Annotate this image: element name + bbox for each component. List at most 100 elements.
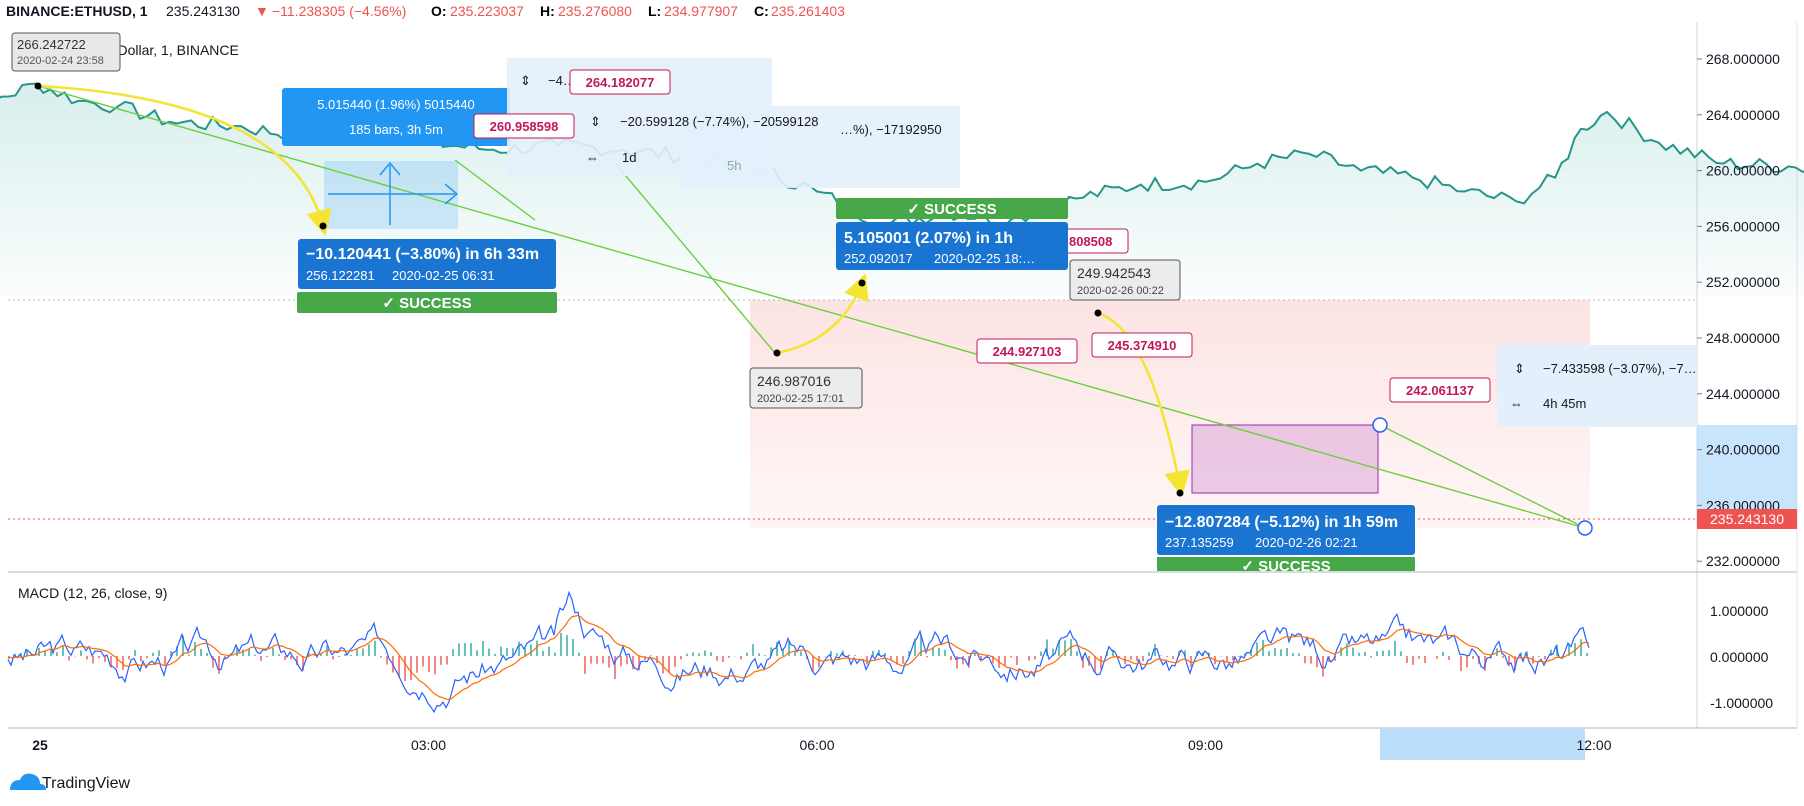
peak-tag: 260.958598 — [473, 113, 575, 139]
anchor-handle[interactable] — [1372, 417, 1388, 433]
last-price: 235.243130 — [166, 3, 240, 19]
svg-text:234.977907: 234.977907 — [664, 3, 738, 19]
time-tick: 03:00 — [411, 737, 446, 753]
svg-text:245.374910: 245.374910 — [1108, 338, 1177, 353]
svg-text:246.987016: 246.987016 — [757, 373, 831, 389]
drop2-label: −12.807284 (−5.12%) in 1h 59m 237.135259… — [1157, 505, 1415, 575]
svg-text:✓ SUCCESS: ✓ SUCCESS — [1241, 558, 1330, 575]
reference-lines — [8, 299, 1697, 520]
svg-text:252.092017: 252.092017 — [844, 251, 913, 266]
price-tick: 240.000000 — [1706, 442, 1780, 458]
svg-text:TradingView: TradingView — [42, 775, 130, 792]
price-tick: 232.000000 — [1706, 553, 1780, 569]
trend-line-3 — [1379, 424, 1586, 529]
price-tick: 244.000000 — [1706, 386, 1780, 402]
svg-text:✓ SUCCESS: ✓ SUCCESS — [382, 295, 471, 312]
svg-text:-1.000000: -1.000000 — [1710, 695, 1773, 711]
svg-text:⇔: ⇔ — [1510, 396, 1523, 411]
anchor-handle[interactable] — [1577, 520, 1593, 536]
svg-text:235.223037: 235.223037 — [450, 3, 524, 19]
svg-text:…%), −17192950: …%), −17192950 — [840, 122, 942, 137]
rise1-label: ✓ SUCCESS 5.105001 (2.07%) in 1h 252.092… — [836, 198, 1068, 270]
blue-range-box — [324, 161, 458, 229]
svg-text:4h 45m: 4h 45m — [1543, 396, 1586, 411]
svg-text:242.061137: 242.061137 — [1406, 383, 1474, 398]
svg-text:2020-02-25 06:31: 2020-02-25 06:31 — [392, 268, 495, 283]
macd-series — [7, 590, 1590, 714]
svg-text:185 bars, 3h 5m: 185 bars, 3h 5m — [349, 122, 443, 137]
measure-box-2: ⇕ −7.433598 (−3.07%), −7… ⇔ 4h 45m — [1497, 345, 1697, 427]
svg-text:249.942543: 249.942543 — [1077, 265, 1151, 281]
svg-text:260.958598: 260.958598 — [490, 119, 559, 134]
svg-text:1.000000: 1.000000 — [1710, 603, 1769, 619]
range-box-label: 5.015440 (1.96%) 5015440 185 bars, 3h 5m — [282, 88, 510, 146]
svg-text:⇕: ⇕ — [590, 114, 601, 129]
svg-text:2020-02-25 17:01: 2020-02-25 17:01 — [757, 393, 844, 405]
change: −11.238305 (−4.56%) — [272, 3, 406, 19]
macd-label: MACD (12, 26, close, 9) — [18, 585, 167, 601]
svg-text:2020-02-26 00:22: 2020-02-26 00:22 — [1077, 285, 1164, 297]
trend-line-4 — [454, 159, 536, 221]
price-tick: 264.000000 — [1706, 107, 1780, 123]
svg-text:244.927103: 244.927103 — [993, 344, 1062, 359]
time-tick: 12:00 — [1576, 737, 1611, 753]
svg-text:5.015440 (1.96%) 5015440: 5.015440 (1.96%) 5015440 — [317, 97, 475, 112]
macd-panel: MACD (12, 26, close, 9) 1.000000 0.00000… — [7, 585, 1773, 714]
price-highlight — [1697, 425, 1797, 515]
purple-range-box — [1191, 424, 1379, 494]
peak-tags: 264.182077 260.958598 252.808508 244.927… — [473, 69, 1491, 403]
trend-lines — [37, 85, 1586, 529]
price-tick: 256.000000 — [1706, 218, 1780, 234]
svg-text:237.135259: 237.135259 — [1165, 535, 1234, 550]
svg-text:2020-02-25 18:…: 2020-02-25 18:… — [934, 251, 1035, 266]
svg-text:5.105001 (2.07%) in 1h: 5.105001 (2.07%) in 1h — [844, 230, 1013, 247]
price-tick: 252.000000 — [1706, 274, 1780, 290]
signal-line — [7, 614, 1590, 701]
arrow-arc-1 — [37, 84, 332, 237]
time-tick: 25 — [32, 737, 48, 753]
svg-text:266.242722: 266.242722 — [17, 37, 86, 52]
time-axis: 2503:0006:0009:0012:0015:0018:0021:00260… — [32, 737, 1612, 753]
svg-text:L:: L: — [648, 3, 661, 19]
peak-tag: 242.061137 — [1389, 377, 1491, 403]
svg-text:H:: H: — [540, 3, 555, 19]
svg-text:235.276080: 235.276080 — [558, 3, 632, 19]
svg-text:2020-02-26 02:21: 2020-02-26 02:21 — [1255, 535, 1358, 550]
swing-points — [34, 82, 1593, 536]
macd-line — [7, 590, 1590, 714]
svg-text:0.000000: 0.000000 — [1710, 649, 1769, 665]
svg-text:264.182077: 264.182077 — [586, 75, 655, 90]
svg-text:⇔: ⇔ — [586, 150, 599, 165]
down-triangle-icon: ▼ — [255, 3, 269, 19]
tradingview-logo[interactable]: TradingView — [10, 773, 130, 792]
peak-tag: 245.374910 — [1091, 332, 1193, 358]
svg-text:5h: 5h — [727, 158, 741, 173]
svg-text:−12.807284 (−5.12%) in 1h 59m: −12.807284 (−5.12%) in 1h 59m — [1165, 514, 1398, 531]
time-highlight — [1380, 728, 1585, 760]
svg-text:235.243130: 235.243130 — [1710, 511, 1784, 527]
svg-text:BINANCE:ETHUSD, 1: BINANCE:ETHUSD, 1 — [6, 3, 148, 19]
time-tick: 06:00 — [799, 737, 834, 753]
last-price-badge: 235.243130 — [1697, 509, 1797, 529]
svg-text:−7.433598 (−3.07%), −7…: −7.433598 (−3.07%), −7… — [1543, 361, 1697, 376]
price-tick: 248.000000 — [1706, 330, 1780, 346]
svg-text:−10.120441 (−3.80%) in 6h 33m: −10.120441 (−3.80%) in 6h 33m — [306, 246, 539, 263]
svg-text:✓ SUCCESS: ✓ SUCCESS — [907, 201, 996, 218]
time-tick: 09:00 — [1188, 737, 1223, 753]
peak-tag: 264.182077 — [569, 69, 671, 95]
price-tick: 268.000000 — [1706, 51, 1780, 67]
range-arrows — [328, 161, 459, 225]
svg-text:⇕: ⇕ — [520, 73, 531, 88]
svg-text:−20.599128 (−7.74%), −20599128: −20.599128 (−7.74%), −20599128 — [620, 114, 818, 129]
arrow-arc-3 — [1097, 311, 1190, 498]
symbol: BINANCE:ETHUSD, 1 — [6, 3, 148, 19]
svg-text:⇕: ⇕ — [1514, 361, 1525, 376]
svg-text:O:: O: — [431, 3, 447, 19]
arrow-arc-2 — [776, 273, 869, 355]
top2-label: 249.942543 2020-02-26 00:22 — [1069, 259, 1181, 301]
svg-text:256.122281: 256.122281 — [306, 268, 375, 283]
svg-text:235.261403: 235.261403 — [771, 3, 845, 19]
svg-text:C:: C: — [754, 3, 769, 19]
header: BINANCE:ETHUSD, 1 235.243130 ▼ −11.23830… — [6, 3, 845, 58]
